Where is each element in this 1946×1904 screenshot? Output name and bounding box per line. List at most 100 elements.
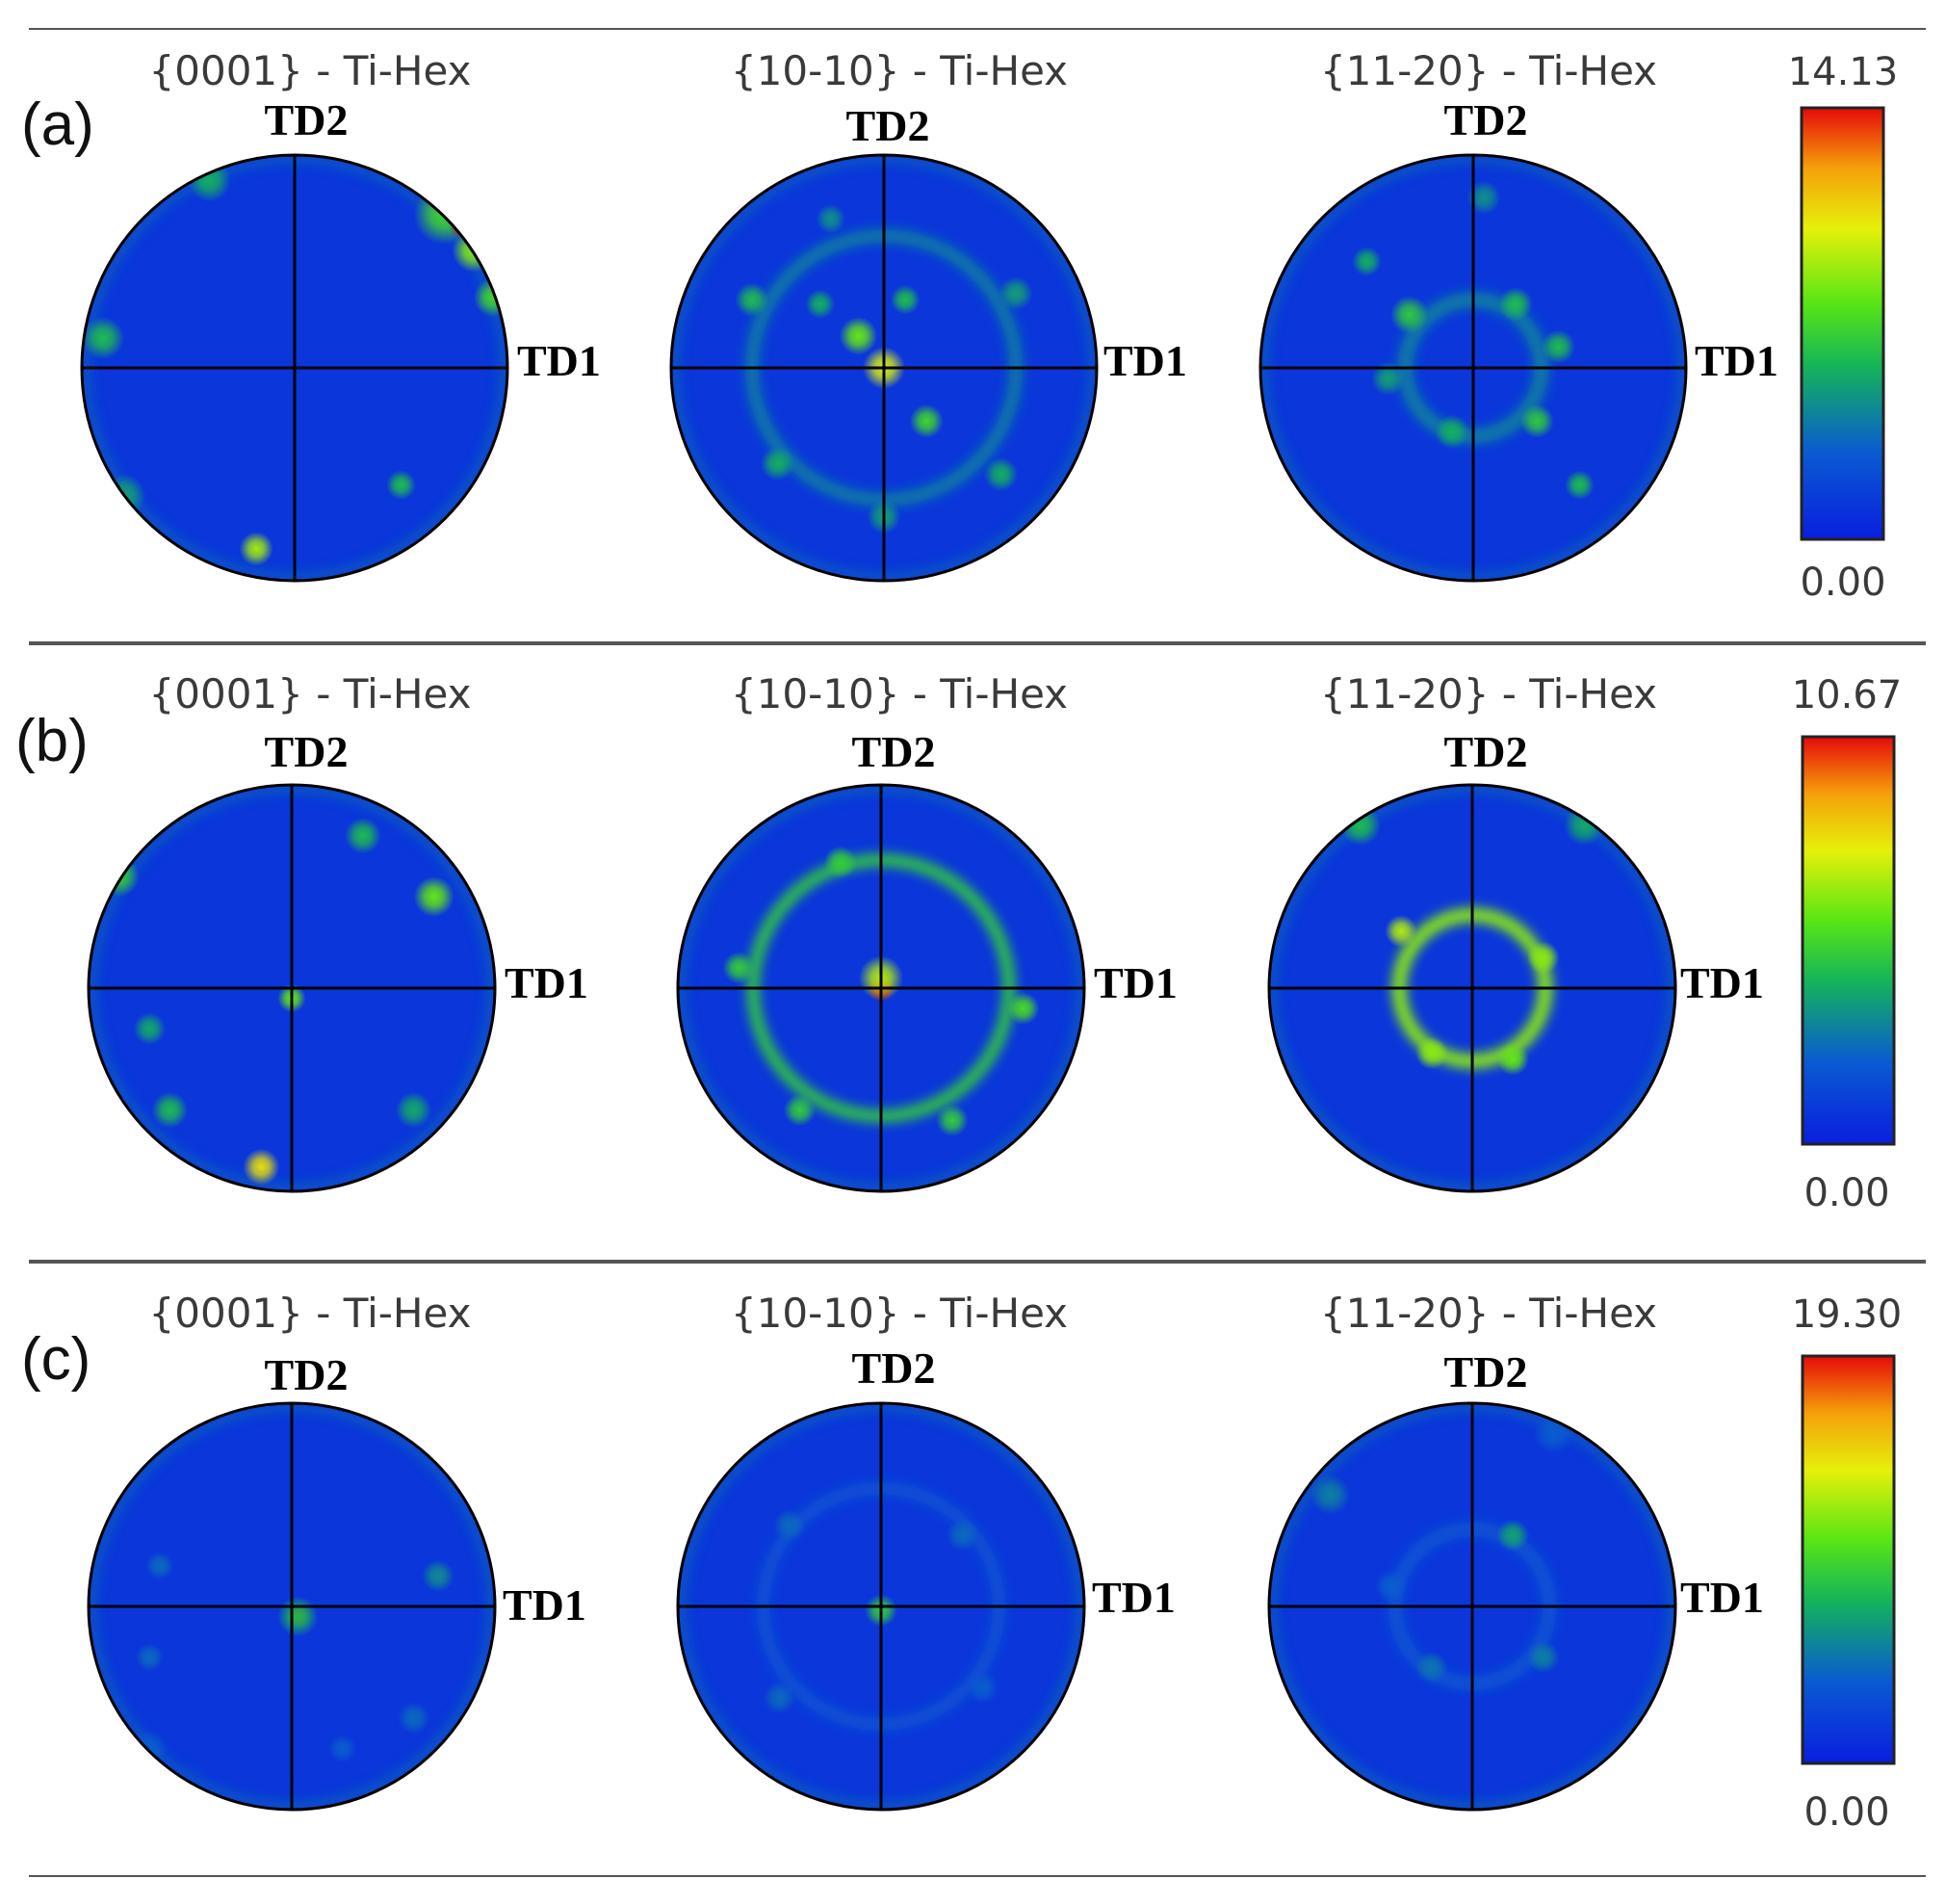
colorbar: 10.67 0.00 [1792, 673, 1903, 1215]
intensity-spot [1526, 1640, 1560, 1674]
intensity-spot [1496, 1042, 1530, 1076]
intensity-spot [1389, 295, 1429, 334]
intensity-spot [805, 289, 836, 320]
pole-figure-title: {11-20} - Ti-Hex [1320, 47, 1657, 94]
intensity-spot [735, 282, 769, 317]
pole-figure-outline [1258, 153, 1688, 583]
td1-label: TD1 [1094, 958, 1178, 1007]
colorbar-gradient [1800, 106, 1885, 541]
intensity-spot [722, 952, 756, 984]
intensity-spot [133, 1012, 167, 1046]
colorbar-max-label: 10.67 [1792, 673, 1903, 717]
intensity-spot [1414, 1651, 1448, 1684]
intensity-spot [966, 1671, 999, 1705]
pole-figure-outline [1267, 1401, 1677, 1812]
pole-figure: {10-10} - Ti-Hex TD2 TD1 [669, 47, 1187, 583]
td1-label: TD1 [1680, 1573, 1764, 1622]
intensity-spot [823, 846, 857, 879]
pole-figure: {11-20} - Ti-Hex TD2 TD1 [1267, 670, 1764, 1193]
intensity-spot [1526, 941, 1560, 975]
row-b: (b) {0001} - Ti-Hex TD2 TD1 {10-10} - Ti… [15, 670, 1902, 1215]
intensity-spot [983, 456, 1019, 492]
td1-label: TD1 [517, 336, 601, 385]
colorbar-min-label: 0.00 [1803, 1171, 1889, 1215]
pole-figure-outline [87, 783, 497, 1193]
intensity-spot [783, 1093, 817, 1127]
pole-figure-title: {10-10} - Ti-Hex [731, 670, 1068, 717]
intensity-spot [386, 470, 416, 501]
pole-figure-outline [676, 783, 1086, 1193]
pole-figure: {11-20} - Ti-Hex TD2 TD1 [1267, 1290, 1764, 1812]
intensity-spot [935, 1104, 969, 1137]
intensity-spot [839, 316, 878, 355]
panel-label: (a) [21, 91, 94, 158]
pole-figure-title: {11-20} - Ti-Hex [1320, 1290, 1657, 1337]
intensity-spot [243, 1148, 280, 1186]
intensity-spot [773, 1508, 806, 1542]
intensity-spot [344, 817, 381, 854]
colorbar-gradient [1801, 735, 1896, 1146]
td2-label: TD2 [852, 727, 936, 776]
colorbar-min-label: 0.00 [1803, 1790, 1889, 1835]
td2-label: TD2 [1444, 727, 1528, 776]
td1-label: TD1 [505, 958, 588, 1007]
panel-label: (b) [15, 708, 89, 774]
td1-label: TD1 [503, 1580, 586, 1630]
td2-label: TD2 [1444, 95, 1528, 144]
intensity-spot [327, 1734, 357, 1763]
td2-label: TD2 [1444, 1347, 1528, 1396]
intensity-spot [763, 1682, 796, 1714]
panel-label: (c) [21, 1326, 91, 1393]
intensity-spot [1519, 404, 1554, 438]
intensity-spot [135, 1642, 165, 1672]
pole-figure-outline [80, 153, 509, 583]
pole-figure-title: {0001} - Ti-Hex [149, 47, 472, 94]
intensity-spot [277, 1596, 319, 1637]
intensity-spot [1466, 180, 1501, 215]
colorbar: 19.30 0.00 [1792, 1292, 1903, 1835]
colorbar-min-label: 0.00 [1800, 561, 1885, 605]
colorbar: 14.13 0.00 [1788, 50, 1899, 605]
row-a: (a) {0001} - Ti-Hex TD2 TD1 {10-10} - Ti… [21, 47, 1898, 605]
pole-figure: {0001} - Ti-Hex TD2 TD1 [87, 1290, 586, 1812]
td1-label: TD1 [1103, 336, 1187, 385]
intensity-spot [890, 284, 921, 315]
intensity-spot [145, 1552, 174, 1580]
pole-figure-title: {10-10} - Ti-Hex [731, 1290, 1068, 1337]
colorbar-max-label: 19.30 [1792, 1292, 1903, 1337]
pole-figure: {10-10} - Ti-Hex TD2 TD1 [676, 670, 1178, 1193]
intensity-spot [1385, 915, 1418, 948]
intensity-spot [1310, 1474, 1351, 1516]
intensity-spot [909, 404, 944, 438]
pole-figure: {0001} - Ti-Hex TD2 TD1 [80, 47, 601, 583]
intensity-spot [1370, 361, 1406, 396]
td2-label: TD2 [846, 101, 930, 150]
intensity-spot [1435, 414, 1469, 449]
pole-figure: {0001} - Ti-Hex TD2 TD1 [87, 670, 588, 1193]
td1-label: TD1 [1680, 958, 1764, 1007]
pole-figure: {11-20} - Ti-Hex TD2 TD1 [1258, 47, 1778, 583]
intensity-spot [1496, 1519, 1530, 1552]
pole-figure-outline [676, 1401, 1086, 1812]
intensity-spot [999, 275, 1033, 311]
td2-label: TD2 [852, 1343, 936, 1393]
intensity-spot [1541, 329, 1576, 364]
pole-figure-outline [87, 1401, 497, 1812]
td2-label: TD2 [265, 1350, 349, 1399]
intensity-spot [1414, 1036, 1448, 1070]
intensity-spot [239, 532, 273, 566]
pole-figure-outline [669, 153, 1099, 583]
intensity-spot [413, 875, 454, 918]
pole-figure-outline [1267, 783, 1677, 1193]
pole-figure-title: {0001} - Ti-Hex [149, 670, 472, 717]
intensity-spot [1374, 1570, 1408, 1603]
row-c: (c) {0001} - Ti-Hex TD2 TD1 {10-10} - Ti… [21, 1290, 1902, 1835]
intensity-spot [1498, 287, 1533, 322]
colorbar-gradient [1801, 1354, 1896, 1765]
intensity-spot [816, 203, 846, 234]
intensity-spot [82, 316, 125, 360]
intensity-spot [422, 1559, 454, 1593]
intensity-spot [1006, 992, 1040, 1025]
